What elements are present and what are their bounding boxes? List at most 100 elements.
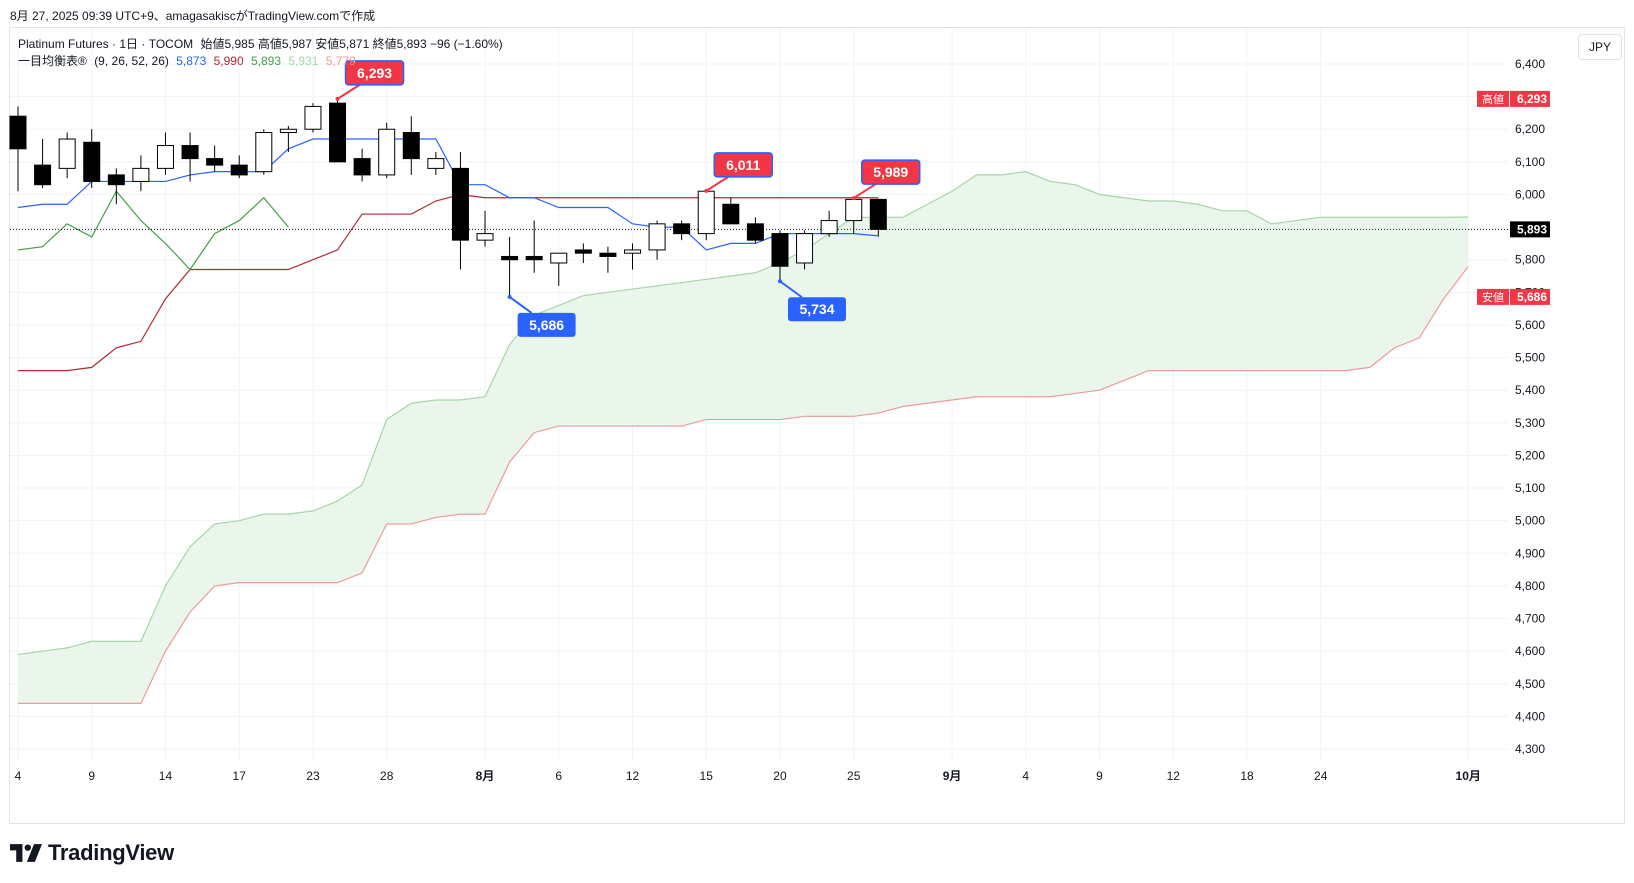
candle-body: [648, 223, 666, 251]
last-price-badge: 5,893: [1510, 221, 1550, 238]
candle: [329, 98, 347, 163]
candle-body: [525, 255, 543, 261]
price-tick-label: 5,200: [1515, 448, 1545, 462]
time-tick-label: 25: [847, 769, 861, 783]
price-tick-label: 6,400: [1515, 57, 1545, 71]
price-tick-label: 6,100: [1515, 155, 1545, 169]
candle-body: [722, 203, 740, 225]
candle-body: [107, 174, 125, 186]
time-tick-label: 6: [555, 769, 562, 783]
indicator-params: (9, 26, 52, 26): [94, 54, 169, 68]
leading-span-a-line: [17, 171, 1469, 656]
candle: [427, 152, 445, 175]
badge-value-box: [1510, 288, 1550, 305]
candle-body: [820, 220, 838, 235]
candle: [353, 148, 371, 182]
time-tick-label: 12: [1167, 769, 1181, 783]
ichimoku-lines: [17, 138, 1469, 704]
time-tick-label: 9: [1096, 769, 1103, 783]
badge-prefix-box: [1477, 288, 1509, 305]
callout-label: 5,686: [529, 317, 564, 333]
ichimoku-cloud: [18, 171, 1469, 704]
candle-body: [550, 252, 568, 264]
time-tick-label: 15: [700, 769, 714, 783]
candle-body: [574, 249, 592, 254]
price-callouts: 6,293 5,686 6,011 5,734 5,989: [335, 60, 921, 337]
candle-body: [501, 255, 519, 261]
callout-label: 6,293: [357, 65, 392, 81]
candle-body: [83, 141, 101, 182]
callout-box: [860, 159, 921, 185]
indicator-legend: 一目均衡表® (9, 26, 52, 26) 5,873 5,990 5,893…: [18, 52, 360, 69]
price-tick-label: 4,900: [1515, 546, 1545, 560]
candle-body: [427, 158, 445, 169]
candle: [599, 246, 617, 273]
value-base: 5,990: [213, 54, 244, 68]
indicator-name[interactable]: 一目均衡表®: [18, 54, 87, 68]
candle: [9, 106, 27, 192]
badge-value-label: 6,293: [1517, 92, 1547, 106]
candle: [550, 252, 568, 286]
price-tick-label: 5,100: [1515, 481, 1545, 495]
callout-pointer: [509, 296, 533, 314]
candle-body: [697, 190, 715, 235]
price-tick-label: 4,600: [1515, 644, 1545, 658]
price-tick-label: 4,500: [1515, 677, 1545, 691]
candle-body: [255, 132, 273, 173]
candle: [107, 168, 125, 205]
candle-body: [230, 164, 248, 176]
high-price-callout: 6,293: [335, 60, 405, 101]
price-tick-label: 5,000: [1515, 514, 1545, 528]
time-tick-label: 23: [306, 769, 320, 783]
candle-body: [673, 223, 691, 235]
chart-frame: [9, 27, 1625, 824]
callout-dot: [704, 188, 709, 193]
time-tick-label: 14: [159, 769, 173, 783]
candle: [58, 132, 76, 179]
value-span-a: 5,931: [288, 54, 319, 68]
ohlc-values: 始値5,985 高値5,987 安値5,871 終値5,893 −96 (−1.…: [200, 37, 503, 51]
conversion-line: [17, 138, 879, 251]
price-tick-label: 4,400: [1515, 709, 1545, 723]
time-tick-label: 10月: [1456, 769, 1481, 783]
time-tick-label: 20: [773, 769, 787, 783]
time-tick-label: 24: [1314, 769, 1328, 783]
cloud-area: [18, 171, 1469, 704]
callout-label: 5,989: [873, 164, 908, 180]
badge-prefix-label: 安値: [1482, 290, 1504, 304]
callout-pointer: [853, 183, 877, 199]
currency-button[interactable]: JPY: [1578, 34, 1622, 60]
high-price-callout: 6,011: [704, 152, 773, 193]
time-tick-label: 18: [1240, 769, 1254, 783]
grid: [10, 29, 1508, 762]
candles: [9, 98, 887, 297]
candle-body: [34, 164, 52, 186]
candle-body: [845, 198, 863, 222]
time-tick-label: 4: [1022, 769, 1029, 783]
candle-body: [132, 167, 150, 182]
symbol-name[interactable]: Platinum Futures · 1日 · TOCOM: [18, 37, 194, 51]
callout-box: [344, 60, 405, 86]
candle: [132, 155, 150, 192]
base-line: [18, 193, 879, 372]
value-conversion: 5,873: [176, 54, 207, 68]
candle: [34, 139, 52, 188]
leading-span-b-line: [18, 266, 1469, 704]
tradingview-logo[interactable]: TradingView: [10, 840, 174, 866]
candle-body: [58, 138, 76, 169]
candle-body: [181, 145, 199, 160]
candle: [476, 210, 494, 247]
time-axis: 4 9 14 17 23 28 8月 6 12 15 20 25 9月 4 9 12 18 24 10月: [15, 769, 1481, 783]
candle: [83, 129, 101, 188]
price-tick-label: 5,300: [1515, 416, 1545, 430]
candle: [255, 129, 273, 175]
candle: [869, 198, 887, 237]
candle-body: [402, 132, 420, 160]
brand-name: TradingView: [48, 840, 174, 865]
candle-body: [304, 105, 322, 130]
candle-body: [746, 223, 764, 241]
candle-body: [624, 249, 641, 254]
high-price-callout: 5,989: [851, 159, 921, 201]
price-tick-label: 4,800: [1515, 579, 1545, 593]
